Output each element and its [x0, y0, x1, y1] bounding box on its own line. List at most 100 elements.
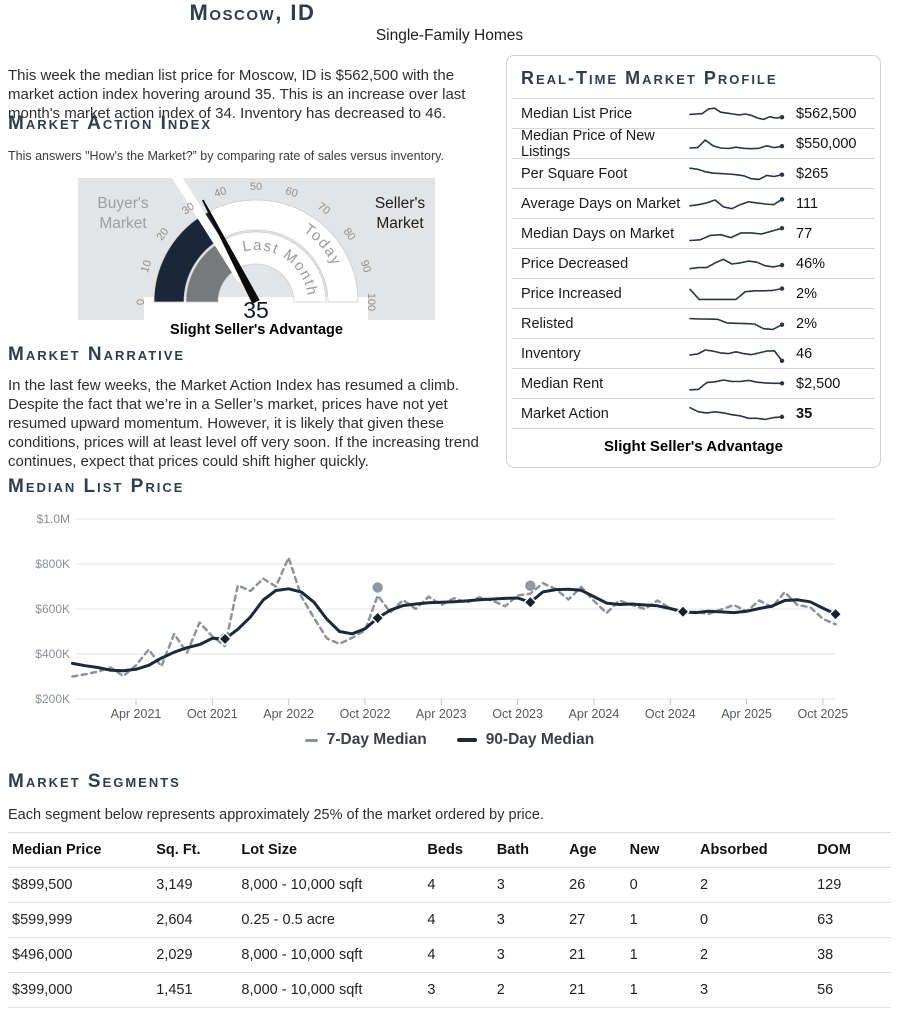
profile-row: Median Rent $2,500	[512, 368, 875, 398]
segments-cell: 8,000 - 10,000 sqft	[237, 937, 424, 973]
y-axis-label: $200K	[35, 692, 70, 706]
profile-row-value: $550,000	[796, 135, 857, 152]
profile-row-value: 46%	[796, 255, 826, 272]
profile-row-label: Market Action	[521, 405, 609, 422]
sparkline	[689, 138, 785, 150]
segments-cell: $599,999	[8, 902, 153, 938]
profile-row: Inventory 46	[512, 338, 875, 368]
profile-row-value: 2%	[796, 285, 817, 302]
gauge-caption: Slight Seller's Advantage	[170, 322, 343, 338]
x-axis-label: Oct 2022	[340, 707, 391, 721]
gauge-tick-label: 40	[213, 185, 228, 200]
market-action-index-description: This answers "How's the Market?” by comp…	[8, 149, 444, 163]
x-axis-label: Apr 2023	[416, 707, 467, 721]
x-axis-label: Oct 2025	[798, 707, 849, 721]
segments-cell: 3,149	[152, 867, 238, 903]
segments-cell: 63	[813, 902, 891, 938]
segments-cell: 0.25 - 0.5 acre	[237, 902, 424, 938]
profile-row: Median Days on Market 77	[512, 218, 875, 248]
seven-day-median-line	[71, 556, 837, 678]
profile-row-label: Relisted	[521, 315, 574, 332]
sparkline	[689, 106, 785, 120]
y-axis-label: $800K	[35, 557, 70, 571]
segments-cell: 38	[813, 937, 891, 973]
sparkline	[689, 348, 785, 363]
sparkline	[689, 406, 785, 420]
profile-row-value: 111	[796, 195, 819, 212]
gauge-tick-label: 30	[180, 201, 197, 218]
market-narrative-text: In the last few weeks, the Market Action…	[8, 377, 479, 470]
gauge-tick-label: 80	[341, 226, 358, 243]
segments-cell: 0	[695, 902, 814, 938]
seven-day-line-swatch	[304, 738, 318, 742]
segments-cell: 56	[813, 972, 891, 1008]
ninety-day-label: 90-Day Median	[485, 731, 595, 748]
profile-row-value: 35	[796, 405, 813, 422]
legend-item-7-day: 7-Day Median	[304, 731, 427, 749]
ninety-day-marker	[218, 631, 232, 646]
sparkline	[689, 317, 785, 330]
profile-row-label: Price Decreased	[521, 255, 629, 272]
profile-row-label: Per Square Foot	[521, 165, 628, 182]
segments-cell: 2	[695, 867, 814, 903]
segments-cell: 3	[492, 867, 566, 903]
median-list-price-chart: $1.0M $800K $600K $400K $200K Apr 2021 Oct 202…	[35, 512, 849, 721]
sparkline	[689, 378, 785, 391]
segments-column-header: New	[625, 832, 696, 868]
ninety-day-marker	[828, 607, 843, 622]
ninety-day-median-line	[70, 587, 838, 673]
buyers-market-label: Buyer's Market	[97, 195, 148, 232]
seven-day-marker	[525, 580, 536, 591]
gauge-tick-label: 10	[139, 259, 154, 274]
profile-row: Per Square Foot $265	[512, 158, 875, 188]
market-segments-table: Median Price Sq. Ft. Lot Size Beds Bath Age Ne…	[8, 832, 891, 1008]
ninety-day-marker	[523, 595, 538, 610]
segments-row: $599,999 2,604 0.25 - 0.5 acre 4 3 27 1 0 63	[8, 902, 891, 938]
segments-column-header: Absorbed	[695, 832, 814, 868]
market-segments-heading: Market Segments	[8, 771, 181, 792]
market-action-index-heading: Market Action Index	[8, 113, 213, 134]
x-axis-label: Oct 2021	[187, 707, 238, 721]
segments-cell: 4	[423, 867, 493, 903]
gauge-arc	[221, 231, 327, 303]
segments-cell: 26	[565, 867, 626, 903]
profile-row-label: Average Days on Market	[521, 195, 681, 212]
x-axis-label: Apr 2021	[111, 707, 162, 721]
market-action-gauge: Last Month Today 0 10 20 30 40 50 60 70 80 90 100 Buy…	[78, 96, 435, 323]
gauge-baseline-strip	[144, 297, 368, 320]
segments-cell: 3	[423, 972, 493, 1008]
gauge-needle	[202, 199, 260, 304]
x-axis-label: Apr 2022	[263, 707, 314, 721]
profile-row: Market Action 35	[512, 398, 875, 428]
segments-cell: 1	[625, 937, 696, 973]
y-axis-label: $1.0M	[37, 512, 70, 526]
profile-row: Price Decreased 46%	[512, 248, 875, 278]
gauge-tick-label: 100	[365, 293, 377, 311]
intro-paragraph: This week the median list price for Mosc…	[8, 67, 466, 122]
market-segments-description: Each segment below represents approximat…	[8, 807, 544, 823]
segments-cell: 3	[492, 902, 566, 938]
segments-cell: 21	[565, 972, 626, 1008]
segments-column-header: Bath	[492, 832, 566, 868]
profile-rows: Median List Price $562,500 Median Price of…	[512, 98, 875, 428]
ninety-day-marker	[370, 611, 385, 625]
segments-row: $399,000 1,451 8,000 - 10,000 sqft 3 2 21 1 3 56	[8, 972, 891, 1008]
x-axis-label: Apr 2025	[721, 707, 772, 721]
x-axis-label: Oct 2023	[492, 707, 543, 721]
seven-day-label: 7-Day Median	[326, 731, 427, 748]
gauge-tick-label: 60	[284, 185, 299, 200]
seven-day-marker	[372, 582, 383, 593]
sparkline	[689, 258, 785, 270]
segments-column-header: DOM	[813, 832, 891, 868]
sellers-market-label: Seller's Market	[375, 195, 426, 232]
legend-item-90-day: 90-Day Median	[456, 731, 595, 749]
segments-cell: $496,000	[8, 937, 153, 973]
gauge-tick-label: 70	[315, 201, 332, 218]
profile-row-value: 46	[796, 345, 813, 362]
segments-cell: 3	[695, 972, 814, 1008]
segments-row: $899,500 3,149 8,000 - 10,000 sqft 4 3 26 0 2 12…	[8, 867, 891, 903]
segments-cell: 8,000 - 10,000 sqft	[237, 972, 424, 1008]
market-narrative-heading: Market Narrative	[8, 344, 186, 365]
profile-row: Median List Price $562,500	[512, 98, 875, 128]
